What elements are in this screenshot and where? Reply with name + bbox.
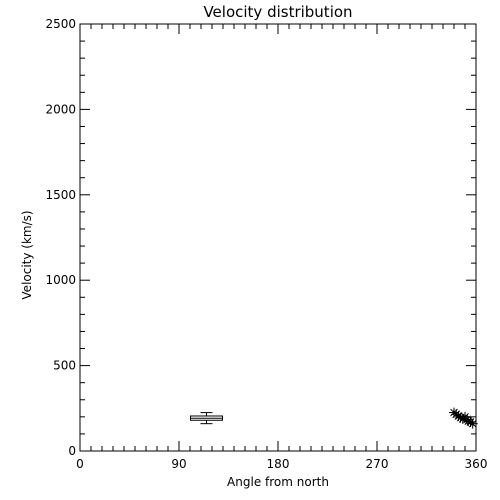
y-tick-label: 500: [53, 359, 76, 373]
x-tick-label: 90: [171, 457, 186, 471]
data-point-stroke: [468, 419, 477, 428]
data-points: [449, 407, 478, 429]
y-tick-label: 2000: [45, 102, 76, 116]
y-tick-label: 1000: [45, 273, 76, 287]
x-tick-label: 180: [267, 457, 290, 471]
y-axis-label: Velocity (km/s): [20, 210, 34, 299]
y-tick-label: 2500: [45, 17, 76, 31]
y-tick-label: 0: [68, 444, 76, 458]
x-axis: 0 90 180 270 360: [76, 24, 487, 471]
data-point: [467, 418, 478, 429]
chart-title: Velocity distribution: [203, 3, 352, 21]
y-axis: 0 500 1000 1500 2000 2500: [45, 17, 476, 458]
x-tick-label: 270: [366, 457, 389, 471]
x-tick-label: 0: [76, 457, 84, 471]
x-axis-label: Angle from north: [227, 475, 329, 489]
x-tick-label: 360: [465, 457, 488, 471]
boxplot: [190, 412, 223, 425]
y-tick-label: 1500: [45, 188, 76, 202]
